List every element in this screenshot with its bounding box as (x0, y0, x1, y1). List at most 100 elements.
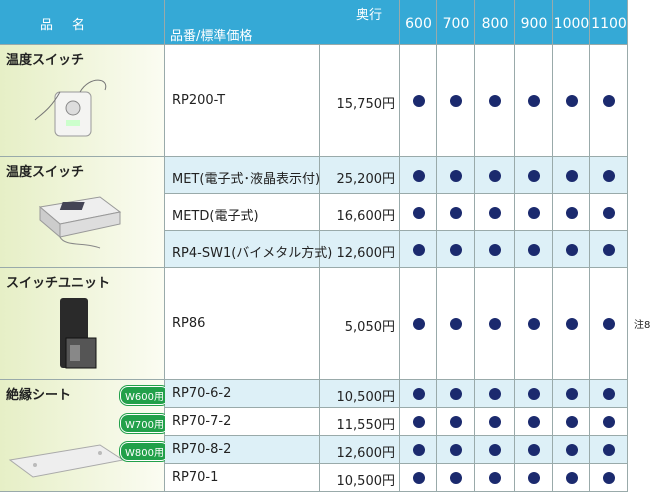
header-part-price: 品番/標準価格 (170, 29, 253, 44)
availability-dot (450, 472, 462, 484)
availability-dot (489, 444, 501, 456)
price: 25,200円 (336, 171, 396, 187)
availability-dot (603, 416, 615, 428)
availability-dot (565, 206, 578, 219)
cell (165, 194, 320, 231)
cell (320, 408, 400, 436)
availability-dot (489, 95, 501, 107)
availability-dot (603, 169, 615, 182)
cell (320, 194, 400, 231)
availability-dot (412, 169, 425, 182)
depth-cell (475, 0, 515, 45)
cell (320, 436, 400, 464)
availability-dot (489, 388, 501, 400)
depth-cell (400, 0, 437, 45)
availability-dot (528, 472, 540, 484)
group-name: スイッチユニット (6, 276, 111, 291)
availability-dot (565, 416, 578, 428)
availability-dot (412, 243, 425, 256)
availability-dot (603, 243, 615, 256)
group-name: 絶縁シート (6, 388, 72, 403)
cell (437, 436, 475, 464)
availability-dot (603, 95, 615, 107)
cell (165, 268, 320, 380)
availability-dot (450, 169, 462, 182)
availability-dot (603, 444, 615, 456)
cell (553, 268, 590, 380)
depth-label: 600 (405, 16, 432, 32)
part-number: RP70-7-2 (172, 414, 232, 429)
availability-dot (489, 472, 501, 484)
availability-dot (412, 206, 425, 219)
header-depth-label: 奥行 (356, 8, 383, 23)
cell (590, 408, 628, 436)
availability-dot (565, 444, 578, 456)
availability-dot (565, 169, 578, 182)
cell (553, 194, 590, 231)
depth-cell (590, 0, 628, 45)
price: 11,550円 (336, 418, 396, 433)
availability-dot (412, 95, 425, 107)
product-image (30, 293, 130, 377)
cell (320, 157, 400, 194)
availability-dot (528, 416, 540, 428)
price: 12,600円 (336, 245, 396, 261)
cell (165, 45, 320, 157)
price: 16,600円 (336, 208, 396, 224)
availability-dot (412, 416, 425, 428)
cell (320, 231, 400, 268)
cell (165, 231, 320, 268)
price: 12,600円 (336, 446, 396, 461)
depth-label: 700 (442, 16, 470, 32)
availability-dot (565, 388, 578, 400)
group-name: 温度スイッチ (6, 165, 85, 180)
cell (320, 268, 400, 380)
availability-dot (450, 318, 462, 330)
part-number: RP70-1 (172, 470, 219, 485)
group-name: 温度スイッチ (6, 53, 85, 68)
cell (165, 436, 320, 464)
availability-dot (528, 206, 540, 219)
availability-dot (565, 95, 578, 107)
availability-dot (489, 416, 501, 428)
depth-cell (553, 0, 590, 45)
part-number: RP70-6-2 (172, 386, 232, 401)
availability-dot (489, 243, 501, 256)
part-number: RP200-T (172, 93, 226, 108)
header-name: 品 名 (40, 18, 89, 33)
availability-dot (412, 388, 425, 400)
cell (437, 45, 475, 157)
cell (475, 157, 515, 194)
availability-dot (528, 243, 540, 256)
availability-dot (450, 243, 462, 256)
availability-dot (412, 472, 425, 484)
availability-dot (450, 416, 462, 428)
depth-label: 900 (520, 16, 548, 32)
availability-dot (528, 444, 540, 456)
availability-dot (565, 318, 578, 330)
availability-dot (489, 318, 501, 330)
part-number: RP86 (172, 316, 206, 331)
availability-dot (565, 243, 578, 256)
product-image (30, 70, 130, 144)
cell (165, 408, 320, 436)
note: 注8 (634, 320, 651, 331)
availability-dot (528, 169, 540, 182)
availability-dot (412, 444, 425, 456)
product-image (30, 182, 130, 256)
depth-label: 1000 (553, 16, 590, 32)
availability-dot (565, 472, 578, 484)
availability-dot (603, 388, 615, 400)
availability-dot (450, 388, 462, 400)
part-number: RP70-8-2 (172, 442, 232, 457)
availability-dot (450, 206, 462, 219)
price: 10,500円 (336, 474, 396, 489)
availability-dot (603, 318, 615, 330)
price: 10,500円 (336, 390, 396, 405)
depth-cell (437, 0, 475, 45)
part-number: MET(電子式･液晶表示付) (172, 171, 321, 187)
cell (165, 157, 320, 194)
availability-dot (528, 388, 540, 400)
cell (320, 380, 400, 408)
